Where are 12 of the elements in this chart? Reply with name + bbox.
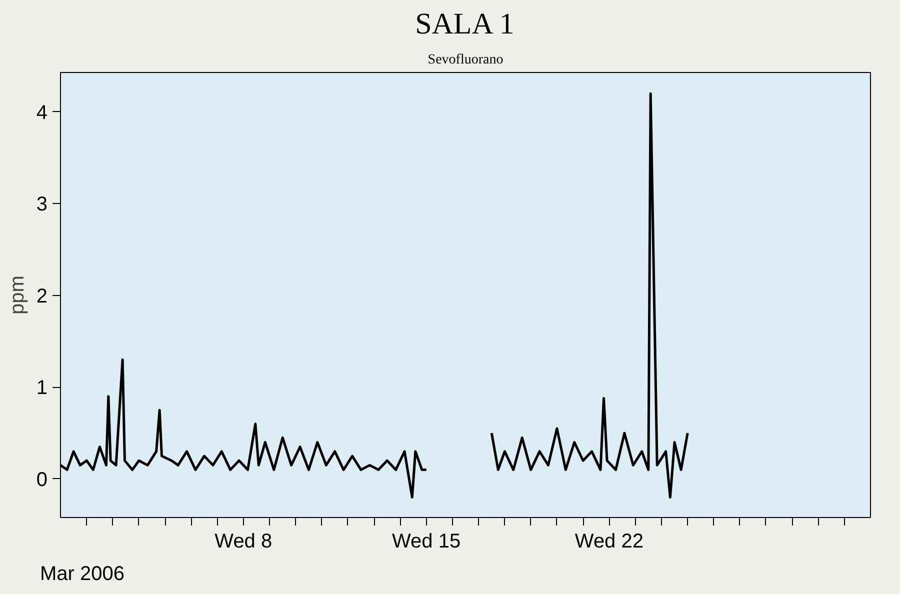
x-tick-label: Wed 15 xyxy=(392,530,461,552)
y-tick-label: 0 xyxy=(36,468,48,491)
chart-subtitle: Sevofluorano xyxy=(428,52,504,68)
y-tick-label: 3 xyxy=(36,194,48,216)
y-axis-title: ppm xyxy=(6,276,28,314)
x-tick-label: Wed 8 xyxy=(214,530,272,552)
text: Mar 2006 xyxy=(40,562,124,587)
y-tick-label: 4 xyxy=(36,102,48,124)
x-tick-label: Wed 22 xyxy=(574,530,644,552)
y-tick-label: 1 xyxy=(36,377,48,400)
chart-title: SALA 1 xyxy=(415,8,514,40)
y-tick-label: 2 xyxy=(36,285,48,308)
